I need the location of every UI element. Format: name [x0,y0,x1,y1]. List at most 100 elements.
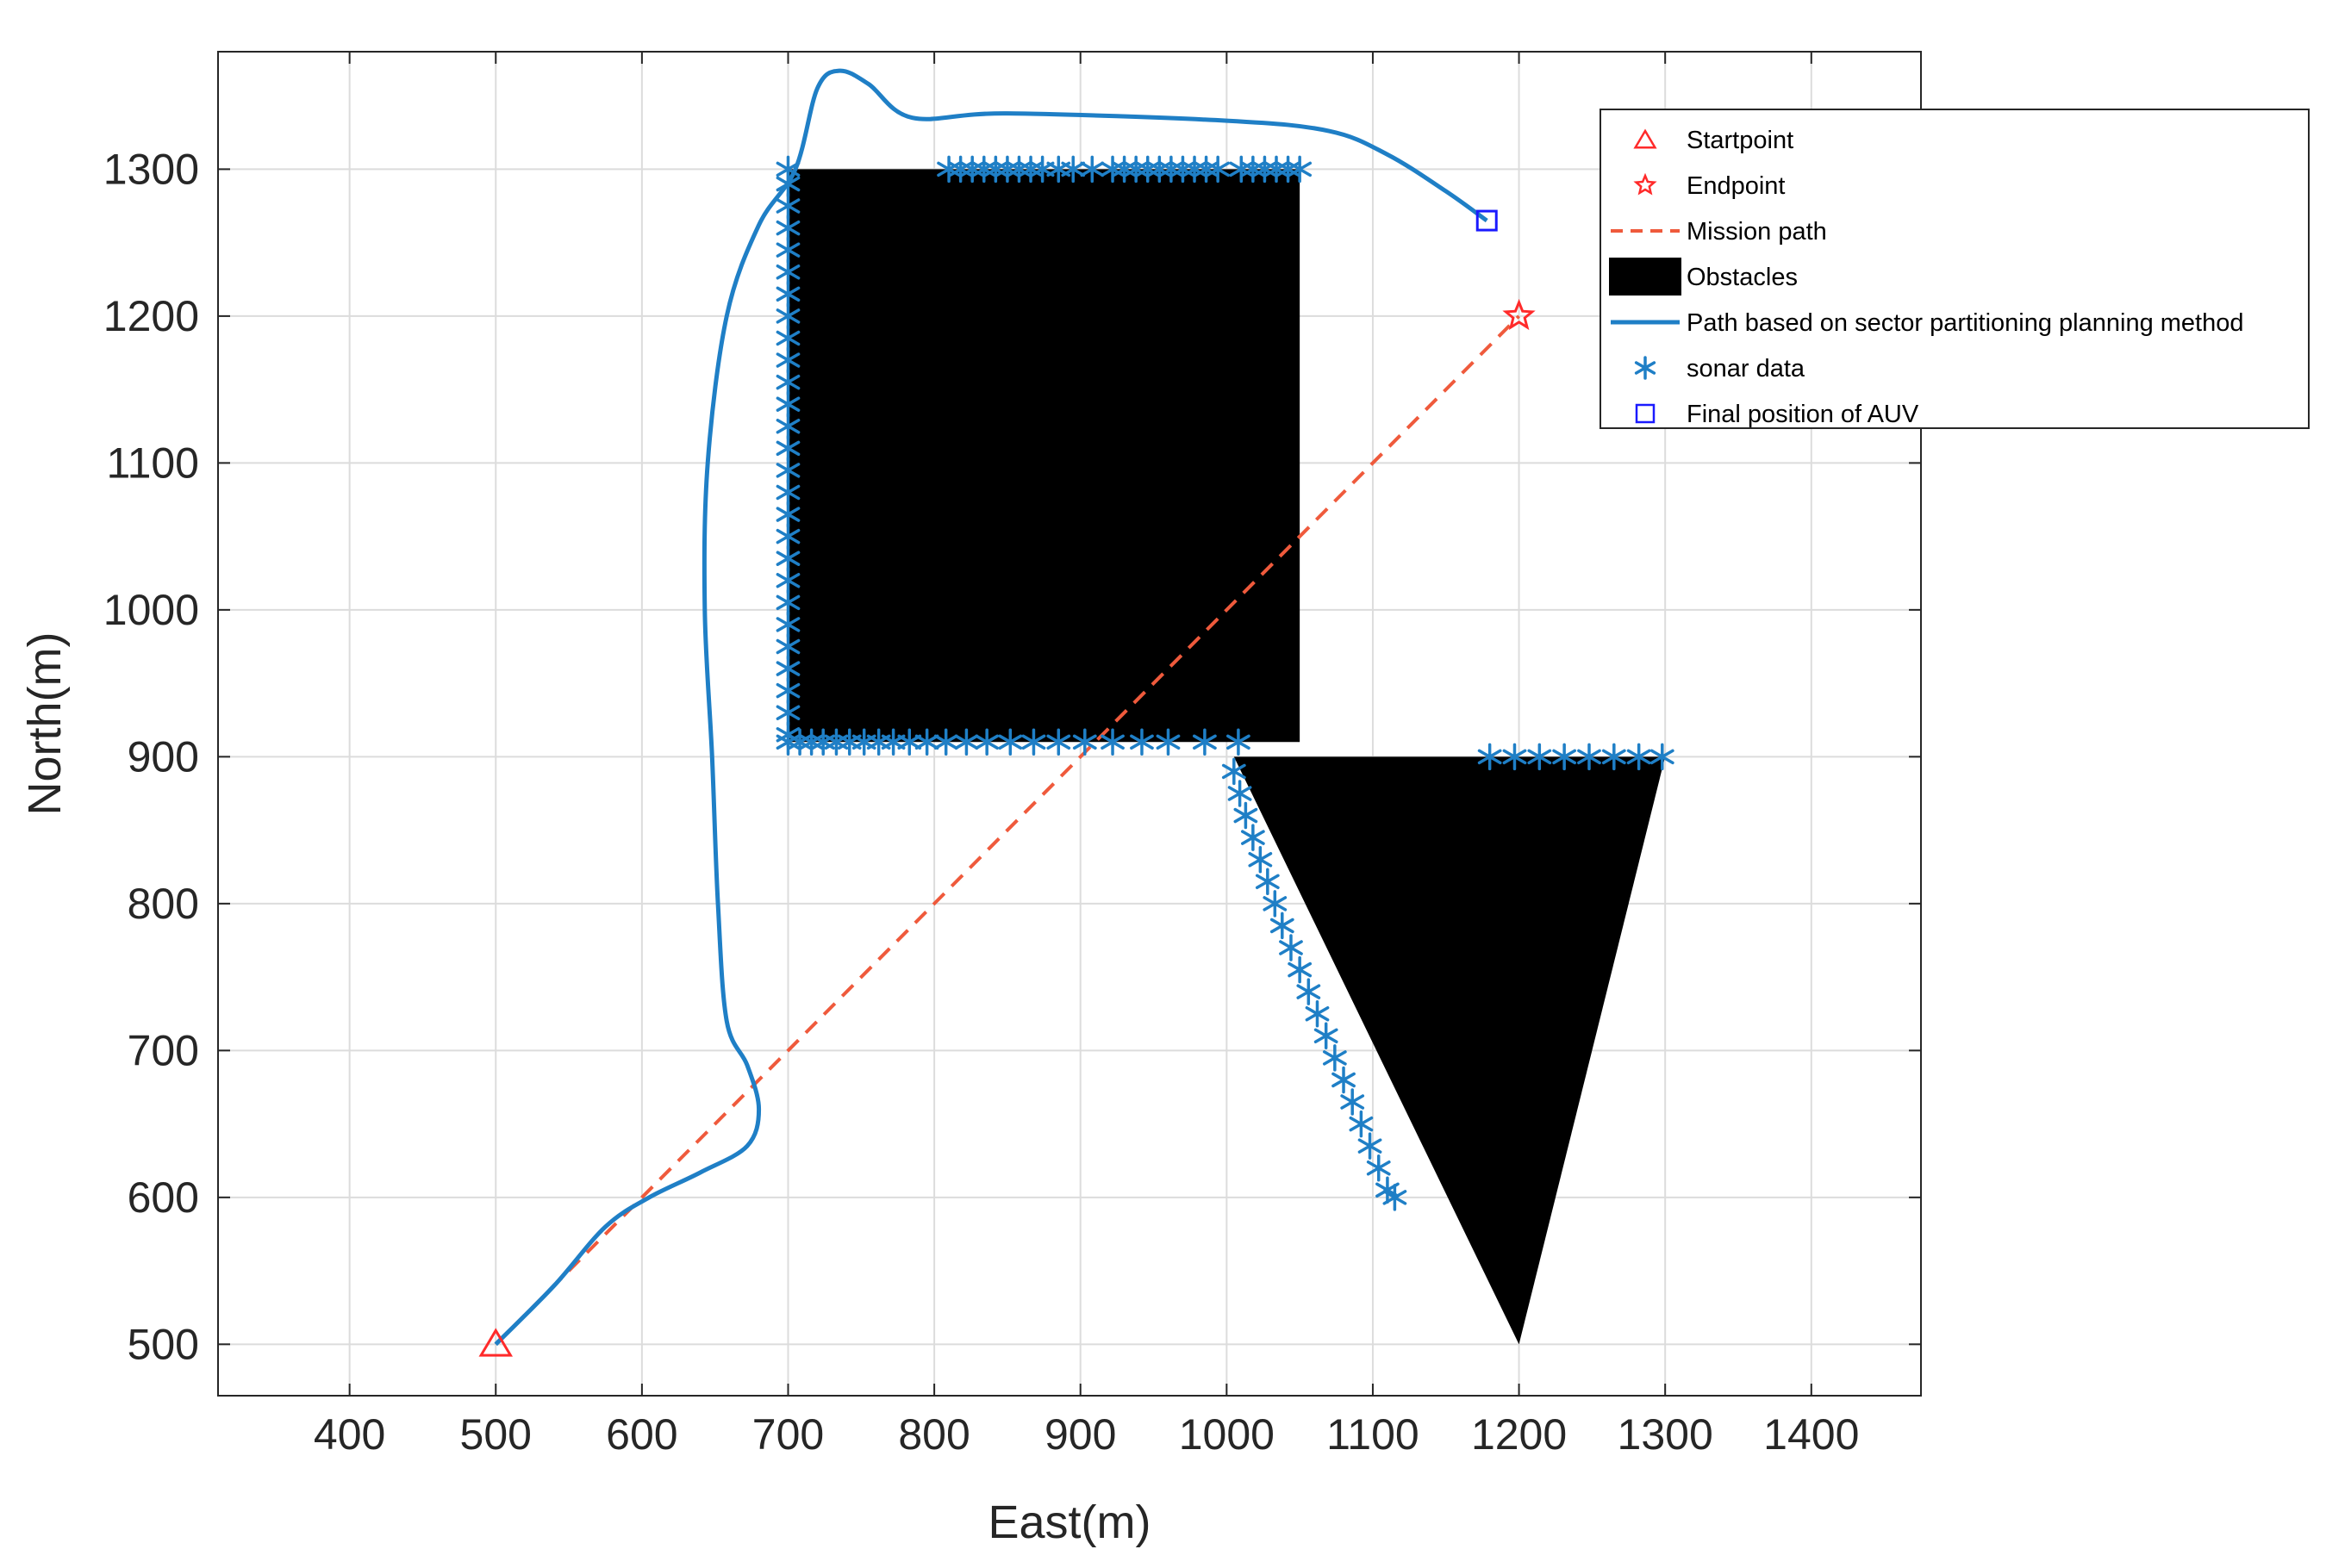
legend-item-start: Startpoint [1633,127,1793,154]
sonar-point [1601,743,1626,771]
legend-label: Path based on sector partitioning planni… [1687,309,2244,337]
sonar-point [1193,728,1217,756]
sonar-point [1477,743,1502,771]
legend-label: Final position of AUV [1687,401,1919,428]
auv-path-line [494,68,1488,1347]
sonar-point [1226,728,1250,756]
sonar-point [776,280,801,308]
sonar-point [776,214,801,242]
sonar-point [776,170,801,198]
sonar-point [1206,155,1231,184]
plot-frame [217,51,1922,1397]
sonar-point [1021,728,1046,756]
sonar-point [1382,1184,1407,1211]
data-layer [478,68,1674,1357]
mission-path-line [494,314,1520,1346]
sonar-point [1279,934,1303,961]
sonar-point [1322,1044,1347,1072]
sonar-point [1227,780,1252,807]
sonar-point [776,567,801,594]
sonar-point [776,346,801,374]
sonar-point [1649,743,1674,771]
legend-label: sonar data [1687,355,1805,383]
sonar-point [776,368,801,396]
sonar-point [1255,868,1280,896]
sonar-point [933,728,958,756]
sonar-point [954,728,979,756]
x-tick-label: 600 [606,1410,677,1459]
legend-item-obstacle: Obstacles [1609,258,1798,296]
sonar-point [1130,728,1154,756]
sonar-point [776,676,801,705]
y-tick-label: 1000 [103,586,199,634]
y-tick-label: 500 [128,1320,199,1368]
x-tick-label: 900 [1045,1410,1116,1459]
legend-item-sonar: sonar data [1634,355,1805,383]
legend-label: Mission path [1687,218,1827,246]
legend-square-icon [1635,403,1656,424]
legend-item-final: Final position of AUV [1635,401,1919,428]
sonar-point [1046,728,1071,756]
legend: Startpoint Endpoint Mission path Obstacles P… [1600,109,2310,429]
sonar-point [776,302,801,330]
sonar-point [1340,1088,1365,1116]
y-tick-label: 800 [128,880,199,928]
sonar-point [776,632,801,661]
sonar-point [776,478,801,507]
sonar-point [1263,890,1288,918]
sonar-point [776,544,801,572]
sonar-point [776,236,801,264]
sonar-point [1626,743,1651,771]
sonar-point [1527,743,1552,771]
y-axis-label: North(m) [19,632,71,816]
obstacle-rectangle [788,169,1300,743]
x-tick-label: 500 [460,1410,532,1459]
x-tick-label: 1100 [1326,1410,1419,1459]
sonar-point [1305,999,1330,1028]
sonar-point [776,457,801,484]
legend-label: Endpoint [1687,172,1786,200]
sonar-point [1101,728,1125,756]
sonar-point [1248,845,1273,874]
sonar-point [776,611,801,638]
legend-item-path: Path based on sector partitioning planni… [1611,309,2244,337]
sonar-point [1552,743,1577,771]
sonar-point [975,728,1000,756]
y-tick-label: 600 [128,1173,199,1222]
y-tick-label: 1100 [106,439,199,487]
start-point-marker [478,1328,514,1357]
sonar-point [1502,743,1527,771]
x-tick-label: 1200 [1471,1410,1567,1459]
sonar-point [776,699,801,726]
sonar-point [1577,743,1601,771]
legend-asterisk-icon [1634,356,1656,380]
sonar-point [1233,801,1258,830]
sonar-point [1080,155,1105,184]
y-tick-label: 900 [128,732,199,781]
legend-box-icon [1609,258,1681,296]
legend-label: Obstacles [1687,264,1798,291]
x-tick-label: 1400 [1763,1410,1859,1459]
y-tick-label: 700 [128,1026,199,1074]
legend-triangle-icon [1633,128,1657,149]
sonar-point [1221,757,1246,786]
sonar-point [998,728,1023,756]
legend-star-icon [1633,172,1657,196]
sonar-point [1269,912,1294,940]
sonar-point [1366,1154,1391,1182]
sonar-point [776,390,801,418]
x-tick-label: 400 [314,1410,385,1459]
legend-box [1600,109,2310,429]
sonar-point [914,728,939,756]
x-tick-label: 1300 [1618,1410,1713,1459]
sonar-point [1296,978,1321,1005]
y-tick-label: 1200 [103,292,199,340]
legend-item-mission: Mission path [1611,218,1827,246]
sonar-point [776,258,801,286]
sonar-point [1061,155,1086,184]
legend-item-end: Endpoint [1633,172,1786,200]
sonar-point [1288,955,1313,984]
final-position-marker [1475,209,1498,232]
